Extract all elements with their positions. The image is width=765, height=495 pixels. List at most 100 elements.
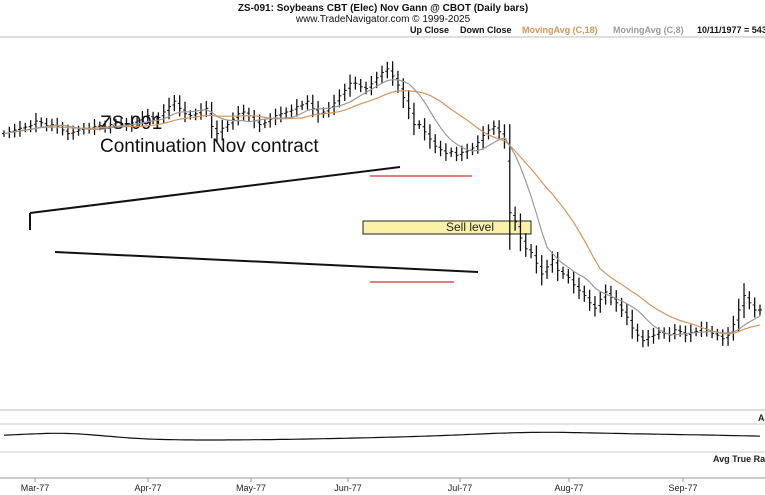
ohlc-bar: [731, 315, 736, 341]
ohlc-bar: [438, 140, 443, 157]
ma8-line: [3, 79, 761, 336]
ohlc-bar: [694, 327, 699, 337]
ohlc-bar: [624, 304, 629, 326]
ohlc-bar: [252, 109, 257, 129]
ohlc-bar: [374, 71, 379, 89]
ohlc-bar: [92, 119, 97, 135]
ohlc-bar: [518, 213, 523, 252]
ohlc-bar: [294, 99, 299, 117]
ohlc-bar: [198, 103, 203, 120]
ohlc-bar: [167, 97, 172, 120]
ohlc-bar: [747, 291, 752, 310]
ohlc-bar: [571, 271, 576, 294]
ohlc-bar: [699, 321, 704, 337]
ohlc-bar: [326, 101, 331, 118]
subpanel2-label: Avg True Ra: [713, 454, 765, 464]
ohlc-bar: [401, 78, 406, 109]
ohlc-bar: [513, 206, 518, 231]
x-tick-label: Apr-77: [134, 483, 161, 493]
x-axis-ticks: Mar-77 Apr-77 May-77 Jun-77 Jul-77 Aug-77 Sep-…: [21, 478, 698, 493]
ma18-line: [3, 90, 761, 335]
date-readout: 10/11/1977 = 543: [697, 25, 765, 35]
ohlc-bar: [289, 104, 294, 118]
ohlc-bar: [273, 108, 278, 126]
ohlc-bar: [523, 233, 528, 257]
ohlc-bar: [529, 243, 534, 259]
ohlc-bar: [278, 106, 283, 123]
ohlc-bar: [630, 309, 635, 339]
ohlc-bar: [390, 61, 395, 86]
ohlc-bar: [481, 126, 486, 150]
ohlc-bar: [491, 120, 496, 135]
ohlc-bar: [550, 251, 555, 273]
legend-down-close: Down Close: [460, 25, 512, 35]
ohlc-bar: [651, 327, 656, 344]
ohlc-bar: [614, 290, 619, 312]
ohlc-bar: [422, 118, 427, 141]
ohlc-bar: [140, 110, 145, 127]
ohlc-bar: [587, 289, 592, 311]
price-bars: [2, 61, 762, 348]
ohlc-bar: [12, 123, 17, 138]
chart-subtitle: www.TradeNavigator.com © 1999-2025: [295, 14, 471, 25]
sell-level-label: Sell level: [446, 220, 494, 234]
ohlc-bar: [411, 102, 416, 136]
ohlc-bar: [300, 100, 305, 111]
ohlc-bar: [353, 76, 358, 90]
ohlc-bar: [342, 83, 347, 101]
ohlc-bar: [262, 118, 267, 129]
annotation-contract-desc: Continuation Nov contract: [100, 136, 319, 157]
ohlc-bar: [33, 112, 38, 133]
ohlc-bar: [17, 120, 22, 137]
ohlc-bar: [486, 124, 491, 140]
ohlc-bar: [28, 120, 33, 133]
ohlc-bar: [502, 124, 507, 149]
ohlc-bar: [672, 324, 677, 340]
ohlc-bar: [76, 125, 81, 136]
ohlc-bar: [417, 120, 422, 129]
ohlc-bar: [459, 145, 464, 162]
ohlc-bar: [380, 65, 384, 83]
ohlc-bar: [454, 146, 459, 162]
ohlc-bar: [39, 117, 44, 127]
ohlc-bar: [406, 90, 411, 120]
ohlc-bar: [443, 143, 448, 161]
ohlc-bar: [268, 113, 273, 128]
ohlc-bar: [555, 252, 560, 282]
ohlc-bar: [720, 329, 725, 346]
atr-line: [3, 431, 761, 441]
ohlc-bar: [640, 330, 645, 348]
ohlc-bar: [497, 120, 502, 140]
ohlc-bar: [561, 266, 566, 279]
ohlc-bar: [736, 298, 741, 332]
x-tick-label: Sep-77: [668, 483, 697, 493]
ohlc-bar: [225, 119, 230, 132]
lower-trendline: [54, 251, 479, 273]
ohlc-bar: [44, 118, 49, 132]
x-tick-label: May-77: [236, 483, 266, 493]
legend-ma8: MovingAvg (C,8): [613, 25, 684, 35]
ohlc-bar: [427, 124, 432, 149]
ohlc-bar: [758, 304, 762, 316]
x-tick-label: Aug-77: [554, 483, 583, 493]
ohlc-bar: [603, 284, 608, 305]
ohlc-bar: [284, 107, 289, 118]
ohlc-bar: [635, 323, 640, 342]
ohlc-bar: [539, 255, 544, 286]
ohlc-bar: [566, 269, 571, 284]
ohlc-bar: [369, 75, 374, 96]
ohlc-bar: [305, 95, 310, 110]
ohlc-bar: [348, 74, 353, 97]
ohlc-bar: [545, 259, 550, 279]
x-tick-label: Jul-77: [448, 483, 473, 493]
sell-level-box: [362, 220, 532, 235]
ohlc-bar: [241, 104, 246, 121]
ohlc-bar: [582, 285, 587, 302]
ohlc-bar: [576, 277, 581, 300]
x-tick-label: Jun-77: [334, 483, 362, 493]
ohlc-bar: [742, 283, 747, 319]
ohlc-bar: [449, 147, 454, 157]
ohlc-bar: [534, 245, 539, 274]
ohlc-bar: [257, 114, 262, 133]
ohlc-bar: [177, 95, 182, 117]
